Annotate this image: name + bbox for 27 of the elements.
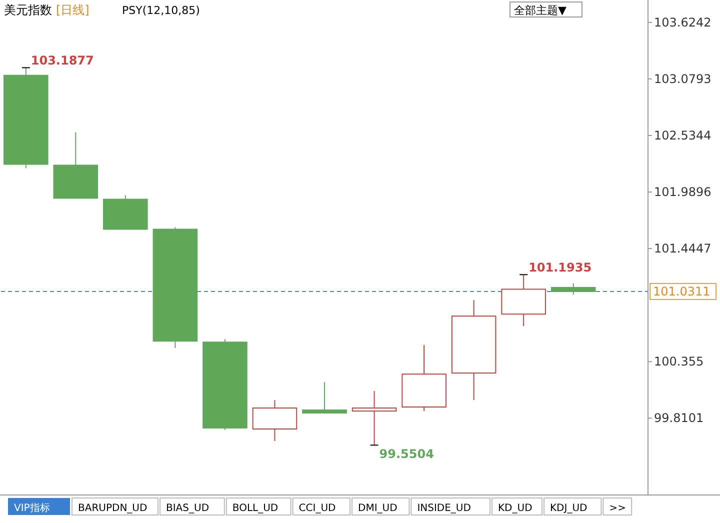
y-tick-label: 101.9896 <box>654 185 712 200</box>
y-tick-label: 99.8101 <box>654 411 704 426</box>
text: VIP指标 <box>14 502 50 514</box>
candlestick <box>302 382 347 414</box>
y-tick-label: 103.6242 <box>654 15 712 30</box>
annotation: 103.1877 <box>30 54 94 68</box>
text: KD_UD <box>498 503 533 514</box>
y-tick-label: 103.0793 <box>654 72 712 86</box>
annotation: PSY(12,10,85) <box>122 4 200 17</box>
text: BIAS_UD <box>166 503 210 514</box>
annotation: 99.5504 <box>379 447 434 462</box>
y-tick-label: 100.355 <box>654 354 704 369</box>
y-tick-label: 102.5344 <box>654 128 712 142</box>
text: >> <box>609 503 626 514</box>
text: BOLL_UD <box>232 503 278 514</box>
text: DMI_UD <box>358 503 398 514</box>
chart-title: 美元指数 <box>4 3 52 17</box>
y-tick-label: 101.4447 <box>654 242 712 256</box>
text: KDJ_UD <box>550 503 588 514</box>
text: BARUPDN_UD <box>78 503 148 514</box>
annotation: 全部主题▼ <box>514 4 567 17</box>
text: CCI_UD <box>298 503 336 514</box>
candlestick <box>352 390 397 446</box>
annotation: 101.1935 <box>528 260 592 275</box>
chart-subtitle: [日线] <box>56 3 90 17</box>
text: INSIDE_UD <box>417 503 472 514</box>
ref-line-label: 101.0311 <box>653 284 710 298</box>
